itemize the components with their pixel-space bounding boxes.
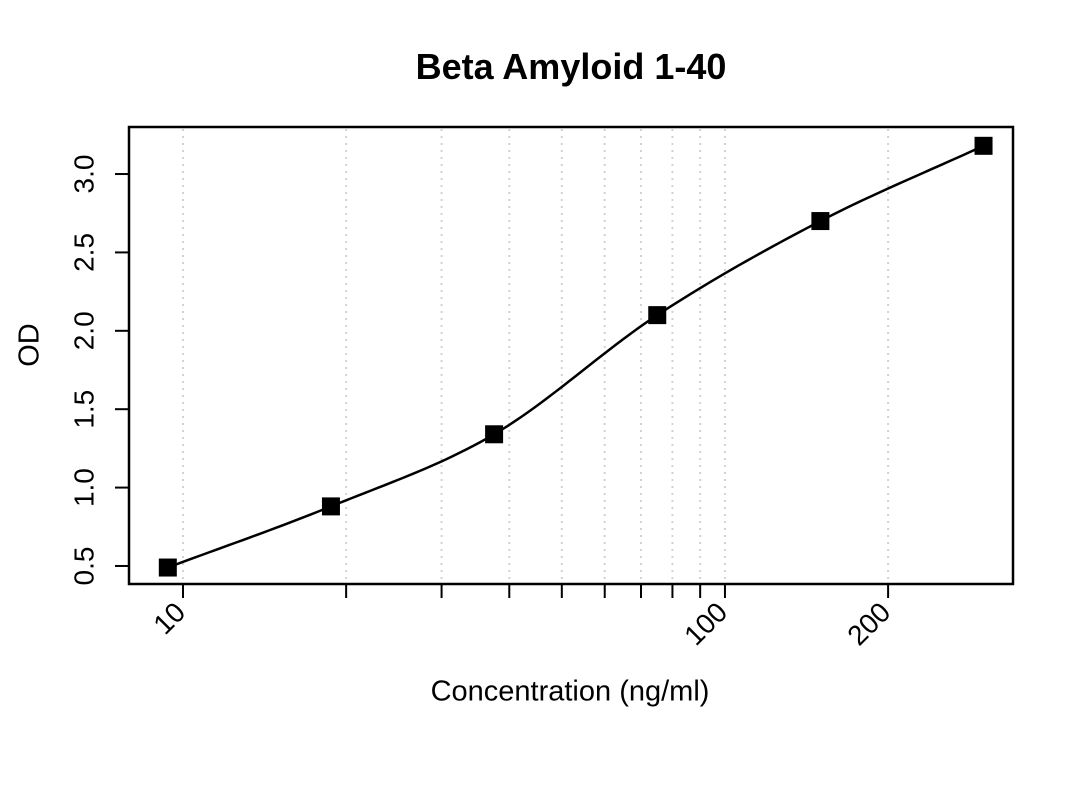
data-point-marker [648, 306, 667, 325]
y-tick-label: 1.5 [69, 390, 100, 429]
data-point-marker [158, 558, 177, 577]
x-tick-label: 10 [147, 596, 191, 640]
y-tick-label: 2.5 [69, 233, 100, 272]
data-point-marker [485, 425, 504, 444]
y-tick-label: 1.0 [69, 468, 100, 507]
chart-title: Beta Amyloid 1-40 [415, 46, 727, 87]
plot-border [127, 125, 1015, 586]
standard-curve-line [166, 144, 985, 569]
data-point-marker [811, 212, 830, 231]
x-axis-label: Concentration (ng/ml) [430, 675, 710, 708]
x-tick-label: 100 [678, 596, 733, 651]
data-point-marker [321, 497, 340, 516]
y-tick-label: 3.0 [69, 155, 100, 194]
y-tick-label: 2.0 [69, 311, 100, 350]
y-axis-label: OD [13, 323, 46, 367]
data-point-marker [974, 136, 993, 155]
x-tick-label: 200 [841, 596, 896, 651]
y-tick-label: 0.5 [69, 547, 100, 586]
